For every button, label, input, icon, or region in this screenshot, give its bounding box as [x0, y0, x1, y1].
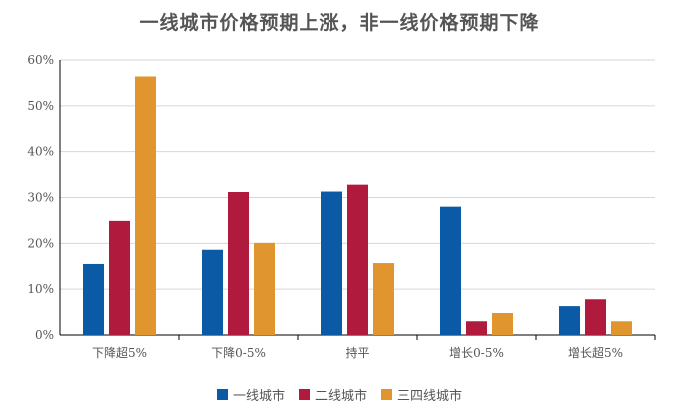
- bar-2-1: [109, 220, 130, 335]
- legend-item: 一线城市: [216, 385, 285, 404]
- legend-swatch: [381, 389, 392, 400]
- y-tick-label: 50%: [27, 99, 54, 113]
- bar-3-3: [373, 263, 394, 335]
- bar-2-2: [228, 192, 249, 335]
- bar-2-5: [585, 299, 606, 335]
- y-tick-label: 0%: [35, 328, 54, 342]
- x-tick-label: 增长0-5%: [449, 346, 504, 360]
- x-tick-label: 增长超5%: [568, 345, 623, 360]
- bar-2-3: [347, 184, 368, 335]
- bar-3-2: [254, 242, 275, 335]
- x-tick-label: 下降0-5%: [211, 346, 266, 360]
- legend-swatch: [216, 389, 228, 400]
- y-tick-label: 60%: [27, 53, 54, 67]
- y-tick-label: 40%: [27, 145, 54, 159]
- bar-1-4: [440, 206, 461, 335]
- legend-item: 三四线城市: [381, 385, 462, 404]
- bar-3-1: [135, 76, 156, 335]
- x-tick-label: 下降超5%: [92, 345, 147, 360]
- bar-1-3: [321, 191, 342, 335]
- bar-1-1: [83, 263, 104, 335]
- legend-label: 二线城市: [314, 389, 367, 404]
- legend-swatch: [298, 389, 310, 400]
- bar-3-4: [492, 313, 513, 335]
- plot-area: 0% 10% 20% 30% 40% 50% 60% 下降超5% 下降0-5% 持平 增长0-5% 增…: [27, 53, 656, 360]
- y-tick-label: 30%: [27, 191, 54, 205]
- bar-3-5: [611, 321, 632, 335]
- y-tick-label: 20%: [27, 236, 54, 250]
- legend-label: 三四线城市: [397, 389, 463, 404]
- bar-2-4: [466, 321, 487, 335]
- chart-title: 一线城市价格预期上涨，非一线价格预期下降: [139, 12, 540, 34]
- bar-1-2: [202, 249, 223, 335]
- legend-item: 二线城市: [298, 385, 367, 404]
- y-tick-label: 10%: [27, 282, 54, 296]
- bar-1-5: [559, 306, 580, 335]
- legend: 一线城市 二线城市 三四线城市: [0, 385, 679, 404]
- legend-label: 一线城市: [232, 389, 285, 404]
- x-tick-label: 持平: [345, 345, 369, 360]
